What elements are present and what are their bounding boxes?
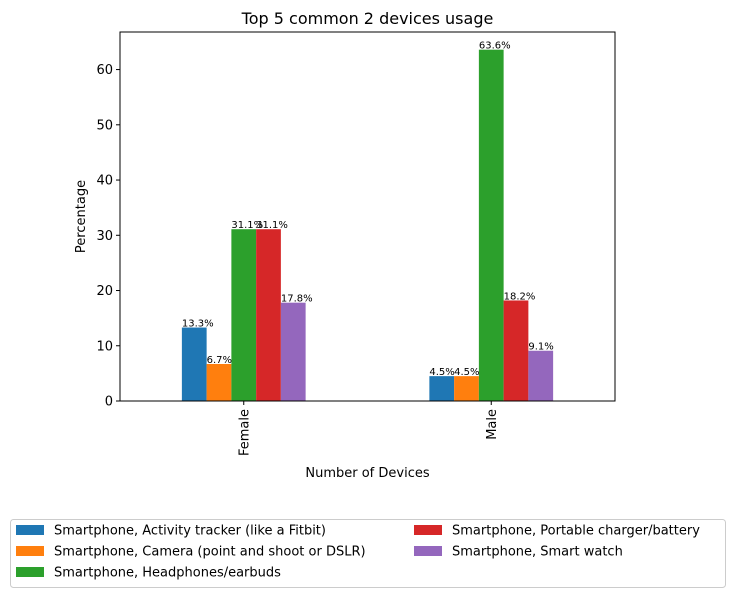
data-label: 13.3% <box>182 319 214 330</box>
bar-female-3 <box>231 229 257 401</box>
chart-title: Top 5 common 2 devices usage <box>241 9 494 28</box>
y-tick-label: 30 <box>96 229 113 244</box>
legend-swatch <box>414 546 442 556</box>
legend-swatch <box>16 525 44 535</box>
legend-swatch <box>16 567 44 577</box>
data-label: 4.5% <box>429 367 454 378</box>
bar-female-2 <box>206 363 232 401</box>
y-tick-label: 0 <box>105 395 113 410</box>
legend-label: Smartphone, Smart watch <box>452 545 623 560</box>
bar-male-4 <box>503 300 529 401</box>
bar-female-1 <box>181 327 207 401</box>
y-axis: 0 10 20 30 40 50 60 <box>96 63 120 410</box>
y-tick-label: 20 <box>96 284 113 299</box>
x-axis-label: Number of Devices <box>305 466 429 481</box>
bar-male-1 <box>429 376 455 401</box>
bars-group <box>181 49 554 402</box>
legend-swatch <box>16 546 44 556</box>
data-labels-group: 13.3% 6.7% 31.1%31.1% 17.8% 4.5% 4.5% 63.6% 18.… <box>182 41 554 378</box>
legend-label: Smartphone, Activity tracker (like a Fit… <box>54 524 326 539</box>
y-tick-label: 10 <box>96 339 113 354</box>
bar-female-4 <box>256 229 281 401</box>
y-tick-label: 50 <box>96 118 113 133</box>
y-tick-label: 40 <box>96 174 113 189</box>
x-tick-label: Female <box>237 409 252 456</box>
legend-label: Smartphone, Camera (point and shoot or D… <box>54 545 366 560</box>
data-label: 31.1% <box>231 220 263 231</box>
y-axis-label: Percentage <box>74 180 89 253</box>
data-label: 17.8% <box>281 294 313 305</box>
bar-male-5 <box>528 350 554 401</box>
y-tick-label: 60 <box>96 63 113 78</box>
legend-label: Smartphone, Headphones/earbuds <box>54 566 281 581</box>
data-label: 6.7% <box>207 355 232 366</box>
data-label: 4.5% <box>454 367 479 378</box>
data-label: 18.2% <box>504 291 536 302</box>
data-label: 63.6% <box>479 41 511 52</box>
bar-male-2 <box>454 376 479 401</box>
legend-label: Smartphone, Portable charger/battery <box>452 524 700 539</box>
bar-male-3 <box>478 49 504 402</box>
x-tick-label: Male <box>485 409 500 440</box>
plot-frame <box>119 31 616 402</box>
legend: Smartphone, Activity tracker (like a Fit… <box>10 519 726 588</box>
data-label: 31.1% <box>256 220 288 231</box>
legend-frame <box>10 519 726 588</box>
bar-female-5 <box>280 302 306 401</box>
legend-swatch <box>414 525 442 535</box>
x-axis: Female Male <box>237 401 500 456</box>
data-label: 9.1% <box>528 342 553 353</box>
